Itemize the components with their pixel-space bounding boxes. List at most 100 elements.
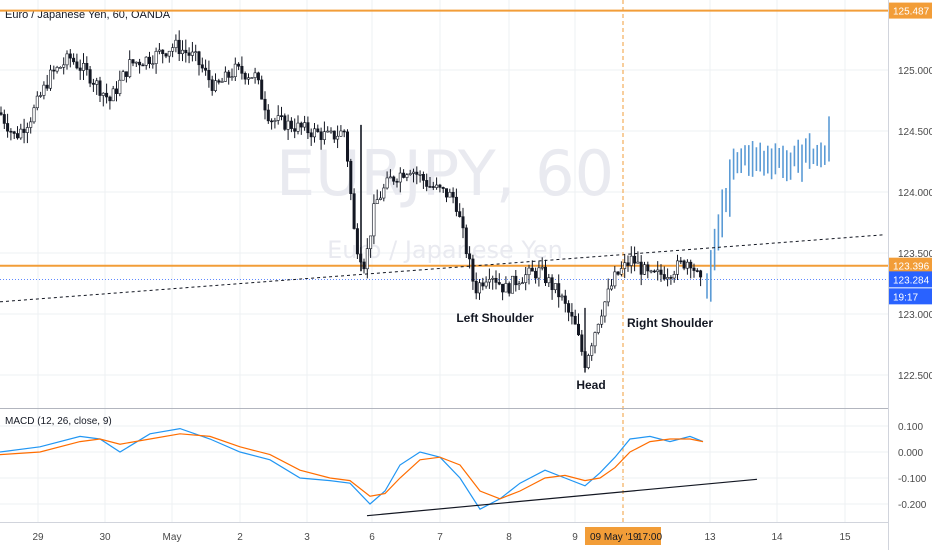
top-level-badge: 125.487 bbox=[893, 7, 930, 18]
neckline-dotted[interactable] bbox=[0, 234, 886, 303]
macd-title: MACD (12, 26, close, 9) bbox=[5, 416, 112, 427]
candle-body bbox=[151, 63, 155, 65]
candle-body bbox=[543, 266, 547, 284]
right-shoulder-label: Right Shoulder bbox=[627, 316, 713, 330]
candle-body bbox=[263, 98, 267, 111]
candle-body bbox=[464, 227, 468, 255]
time-tick-label: 14 bbox=[771, 532, 783, 543]
horizontal-levels[interactable] bbox=[0, 9, 888, 280]
candle-body bbox=[504, 283, 508, 293]
time-tick-label: 3 bbox=[304, 532, 310, 543]
candle-body bbox=[144, 56, 148, 66]
time-tick-label: 13 bbox=[704, 532, 716, 543]
price-axis[interactable]: 125.000 124.500 124.000 123.500 123.000 122.5… bbox=[898, 66, 932, 382]
candle-body bbox=[349, 160, 353, 194]
time-axis[interactable]: 29 30 May 2 3 6 7 8 9 13 14 15 bbox=[32, 532, 851, 543]
candle-body bbox=[355, 228, 359, 255]
candle-body bbox=[567, 303, 571, 313]
candle-body bbox=[332, 130, 336, 140]
candle-body bbox=[177, 39, 181, 55]
time-tick-label: 6 bbox=[369, 532, 375, 543]
candle-body bbox=[491, 277, 495, 280]
candle-body bbox=[336, 135, 340, 140]
candle-body bbox=[148, 56, 152, 64]
candles bbox=[0, 30, 703, 373]
candle-body bbox=[55, 67, 59, 72]
price-tick-label: 124.500 bbox=[898, 127, 932, 138]
candle-body bbox=[65, 53, 69, 66]
candle-body bbox=[345, 131, 349, 162]
candle-body bbox=[692, 267, 696, 271]
candle-body bbox=[649, 270, 653, 273]
candle-body bbox=[365, 248, 369, 270]
candle-body bbox=[167, 50, 171, 57]
candle-body bbox=[619, 268, 623, 275]
candle-body bbox=[78, 67, 82, 71]
candle-body bbox=[88, 69, 92, 84]
candle-body bbox=[652, 270, 656, 273]
candle-body bbox=[593, 332, 597, 347]
candle-body bbox=[451, 191, 455, 198]
countdown-badge: 19:17 bbox=[893, 292, 918, 303]
candle-body bbox=[197, 51, 201, 66]
candle-body bbox=[392, 176, 396, 182]
candle-body bbox=[685, 261, 689, 269]
candle-body bbox=[375, 199, 379, 204]
time-tick-label: 8 bbox=[506, 532, 512, 543]
candle-body bbox=[633, 255, 637, 264]
time-cursor-badge-bg bbox=[585, 527, 661, 545]
candle-body bbox=[458, 211, 462, 217]
time-tick-label: May bbox=[163, 532, 182, 543]
candle-body bbox=[444, 188, 448, 198]
candle-body bbox=[214, 80, 218, 91]
candle-body bbox=[2, 114, 6, 124]
candle-body bbox=[306, 122, 310, 134]
candle-body bbox=[560, 295, 564, 298]
macd-tick-label: -0.200 bbox=[898, 500, 927, 511]
candle-body bbox=[316, 128, 320, 133]
candle-body bbox=[689, 261, 693, 269]
candle-body bbox=[237, 63, 241, 67]
candle-body bbox=[534, 270, 538, 279]
time-tick-label: 29 bbox=[32, 532, 44, 543]
candle-body bbox=[372, 203, 376, 237]
candle-body bbox=[118, 79, 122, 94]
left-shoulder-label: Left Shoulder bbox=[456, 311, 534, 325]
candle-body bbox=[85, 62, 89, 70]
candle-body bbox=[468, 253, 472, 260]
candle-body bbox=[682, 260, 686, 269]
candle-body bbox=[15, 133, 19, 139]
candle-body bbox=[382, 187, 386, 199]
candle-body bbox=[253, 72, 257, 78]
candle-body bbox=[438, 184, 442, 188]
candle-body bbox=[636, 261, 640, 264]
candle-body bbox=[352, 193, 356, 229]
candle-body bbox=[477, 282, 481, 294]
candle-body bbox=[411, 171, 415, 174]
candle-body bbox=[326, 130, 330, 133]
candle-body bbox=[108, 96, 112, 102]
macd-trendline[interactable] bbox=[366, 478, 758, 517]
neckline-level-badge-bg bbox=[889, 257, 932, 274]
candle-body bbox=[223, 71, 227, 82]
time-cursor-time: 17:00 bbox=[637, 532, 662, 543]
candle-body bbox=[659, 269, 663, 275]
macd-axis[interactable]: 0.100 0.000 -0.100 -0.200 bbox=[898, 422, 927, 511]
candle-body bbox=[497, 282, 501, 285]
candle-body bbox=[190, 51, 194, 56]
candle-body bbox=[52, 69, 56, 72]
candle-body bbox=[121, 71, 125, 81]
candle-body bbox=[217, 80, 221, 83]
price-tick-label: 123.000 bbox=[898, 310, 932, 321]
candle-body bbox=[204, 67, 208, 71]
candle-body bbox=[39, 95, 43, 97]
candle-body bbox=[164, 53, 168, 57]
candle-body bbox=[603, 301, 607, 317]
candle-body bbox=[570, 311, 574, 317]
candle-body bbox=[75, 61, 79, 69]
candle-body bbox=[623, 262, 627, 269]
candle-body bbox=[181, 49, 185, 55]
candle-body bbox=[385, 177, 389, 189]
candle-body bbox=[171, 47, 175, 52]
